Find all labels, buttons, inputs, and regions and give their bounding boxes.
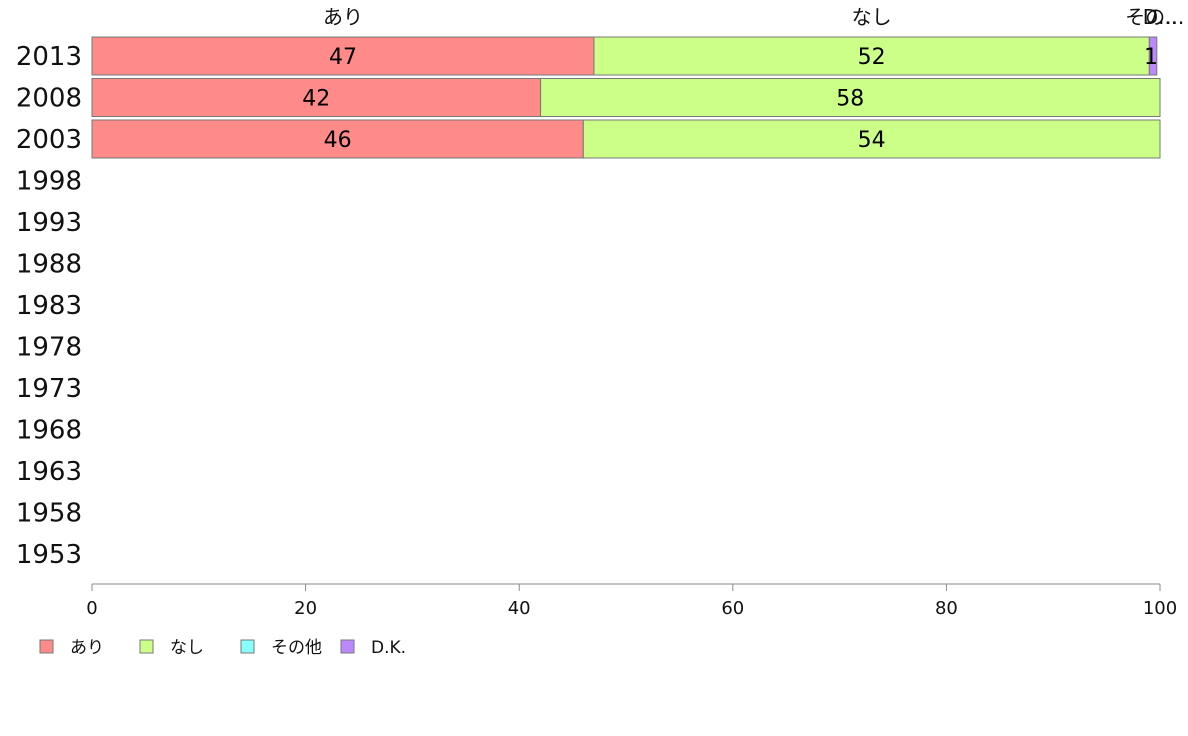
legend-label: D.K. [371,638,406,658]
data-label: 46 [324,128,352,153]
category-label: 2003 [16,125,82,155]
category-label: 1978 [16,333,82,363]
bar-segment [540,78,1161,117]
category-label: 1998 [16,167,82,197]
bar-segment [582,119,1161,159]
category-label: 1953 [16,540,82,570]
legend-swatch [240,639,255,654]
category-label: 1968 [16,416,82,446]
top-series-label: その... [1125,5,1184,29]
category-label: 1993 [16,208,82,238]
bar-segment [91,119,584,159]
x-axis: 0 20 40 60 80 100 [86,583,1177,619]
category-label: 1973 [16,374,82,404]
legend-swatch [139,639,154,654]
legend-swatch [340,639,355,654]
legend-label: なし [170,638,204,658]
top-series-label: D... [1143,5,1177,29]
x-tick-label: 20 [294,598,317,619]
top-series-labels: あり なし その...D... [323,5,1184,29]
x-tick-label: 60 [721,598,744,619]
data-label: 58 [836,87,864,112]
bar-segment [593,36,1150,76]
top-series-label: なし [852,5,892,29]
data-label: 52 [858,45,886,70]
legend: あり なし その他 D.K. [39,638,406,658]
top-series-label: あり [323,5,363,29]
data-label: 42 [302,87,330,112]
bar-groups: 47 52 1 42 58 46 54 [91,36,1161,159]
legend-label: あり [70,638,104,658]
legend-swatch [39,639,54,654]
category-label: 1958 [16,499,82,529]
bar-segment [91,36,595,76]
category-label: 2008 [16,84,82,114]
x-tick-label: 40 [508,598,531,619]
bar-segment [91,78,542,117]
bar-segment [1148,36,1158,76]
category-label: 1983 [16,291,82,321]
category-label: 1988 [16,250,82,280]
x-tick-label: 80 [935,598,958,619]
category-label: 2013 [16,42,82,72]
category-label: 1963 [16,457,82,487]
legend-label: その他 [271,638,322,658]
data-label: 1 [1144,45,1158,70]
x-tick-label: 0 [86,598,97,619]
data-label: 54 [858,128,886,153]
data-label: 47 [329,45,357,70]
x-tick-label: 100 [1143,598,1177,619]
category-labels: 2013 2008 2003 1998 1993 1988 1983 1978 1973 1968… [16,42,82,570]
